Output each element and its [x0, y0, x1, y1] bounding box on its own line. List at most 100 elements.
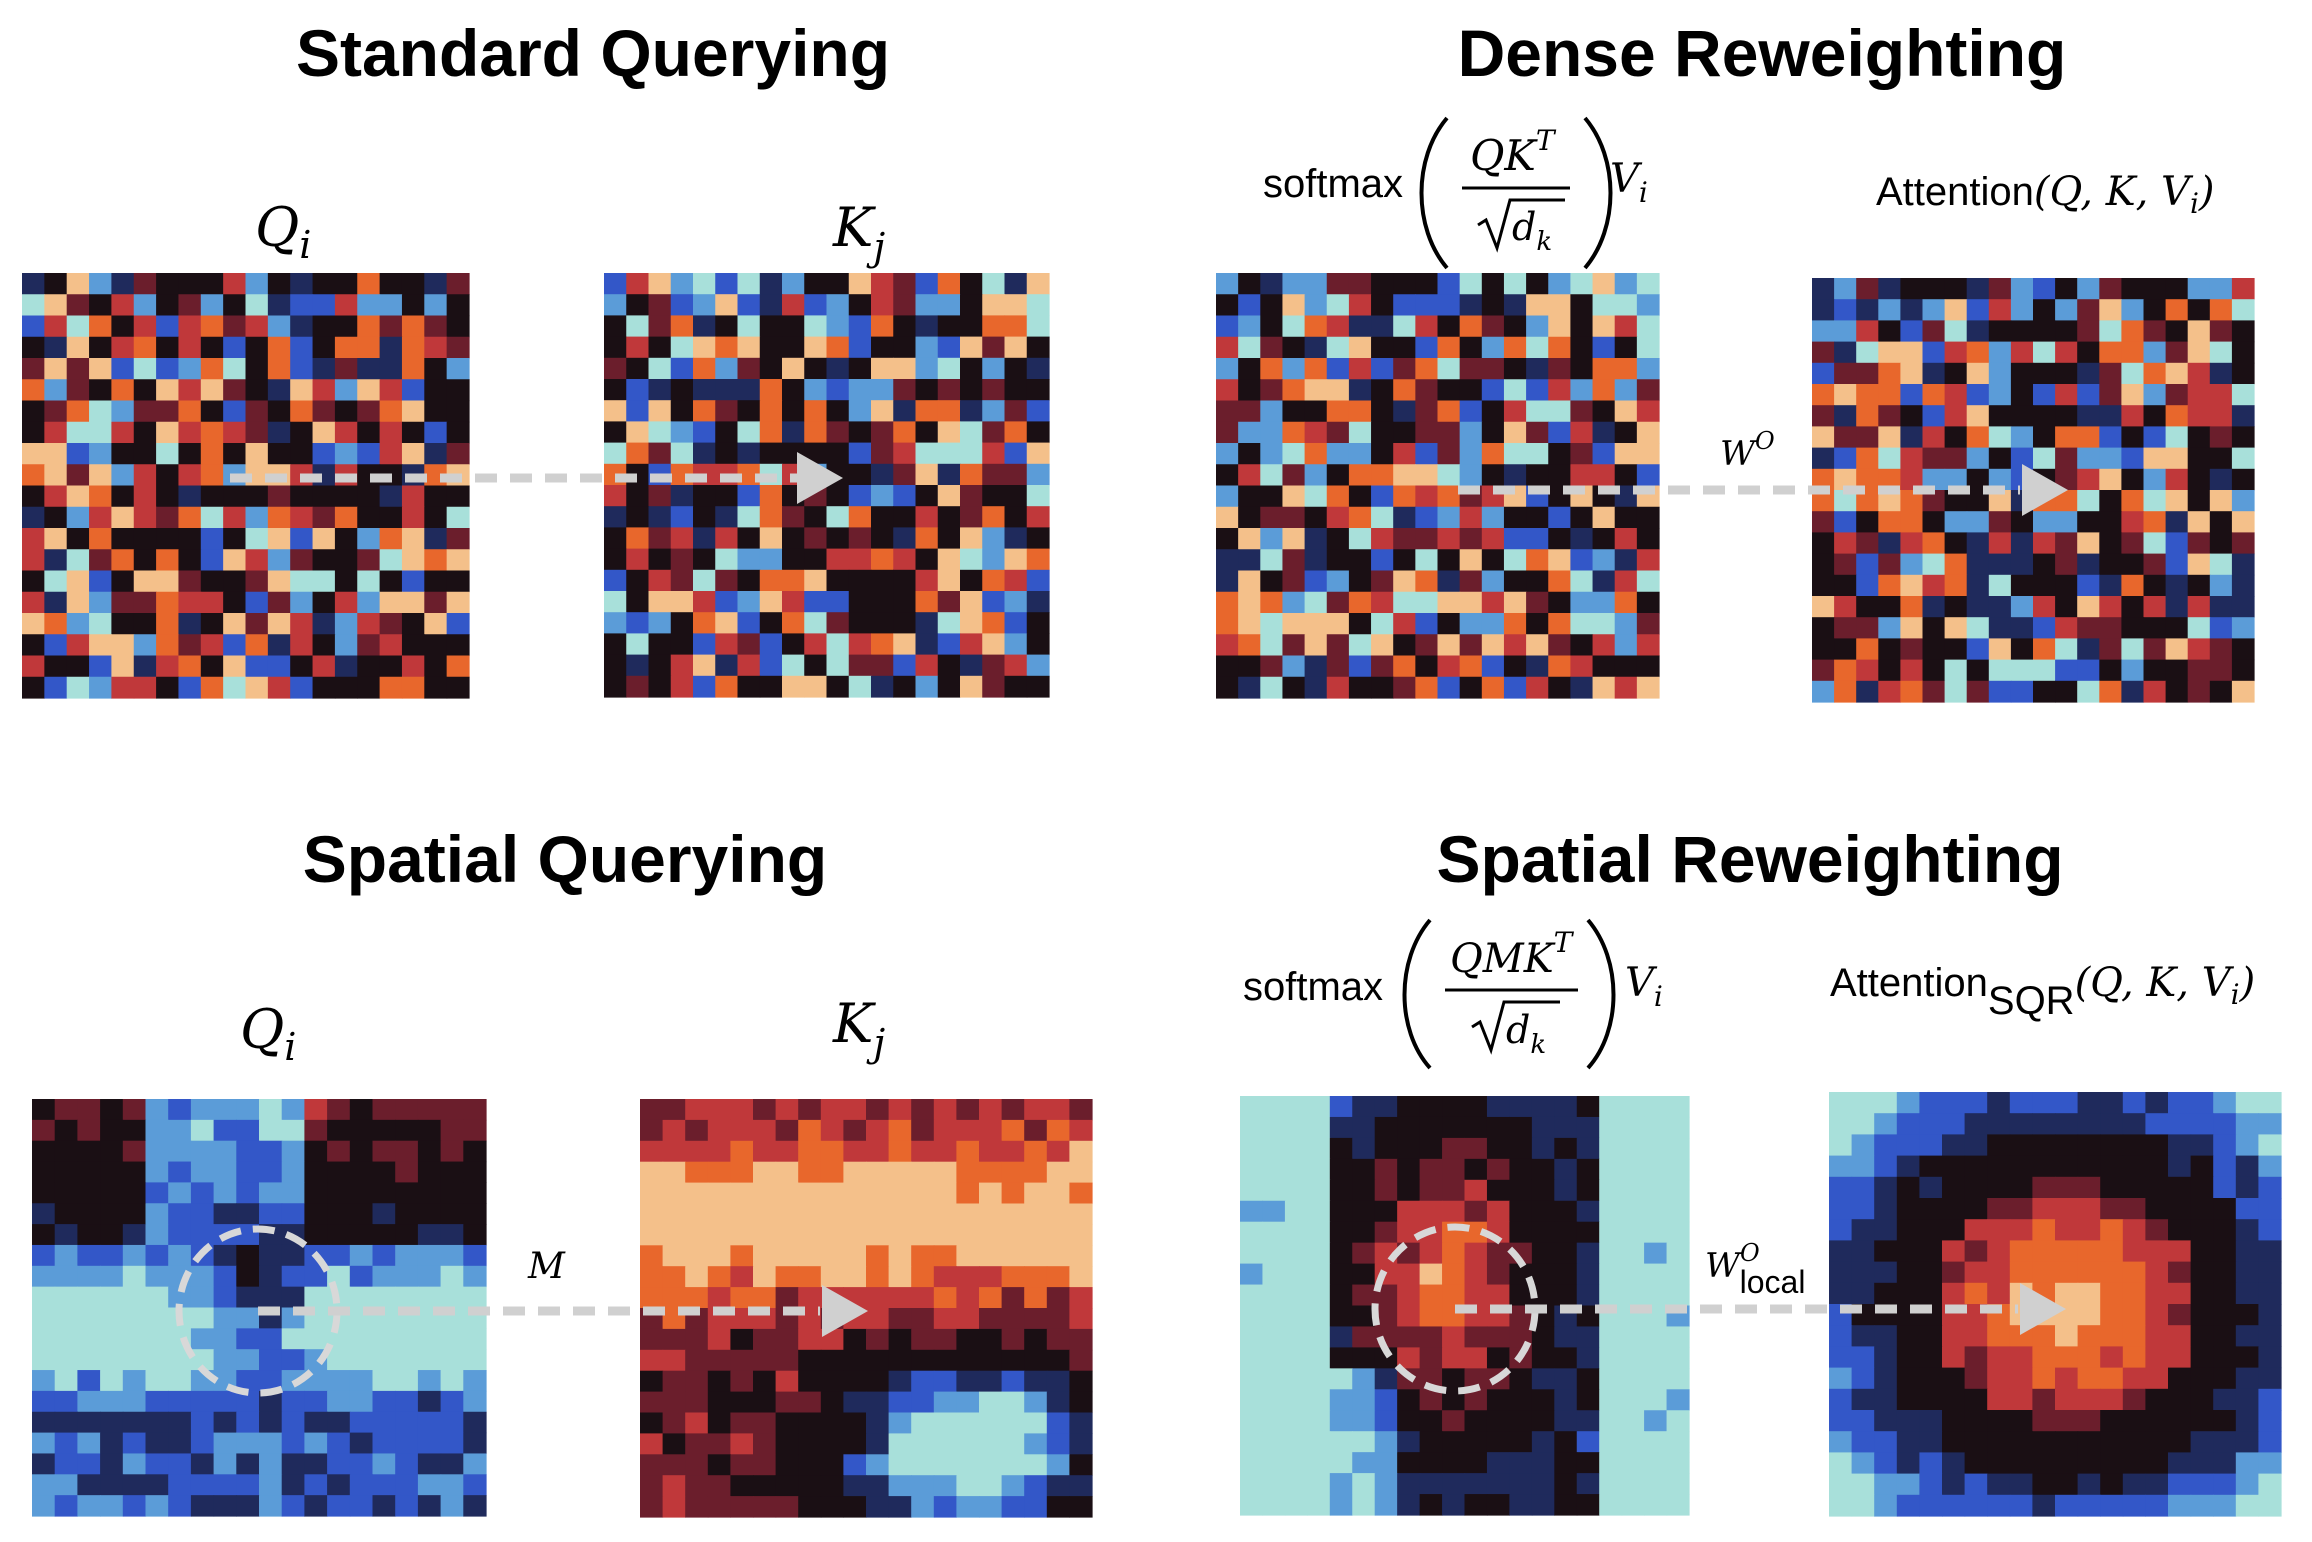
heatmap-cell — [44, 613, 68, 635]
heatmap-cell — [1599, 1116, 1623, 1139]
heatmap-cell — [662, 1496, 686, 1518]
heatmap-cell — [1240, 1368, 1264, 1390]
heatmap-cell — [1307, 1263, 1331, 1286]
heatmap-cell — [1026, 463, 1050, 486]
heatmap-cell — [782, 273, 805, 295]
heatmap-cell — [1464, 1263, 1488, 1286]
heatmap-cell — [1069, 1140, 1093, 1163]
heatmap-cell — [1812, 278, 1835, 300]
heatmap-cell — [1004, 379, 1028, 401]
heatmap-cell — [1284, 1473, 1308, 1495]
heatmap-cell — [379, 591, 403, 614]
heatmap-cell — [1592, 528, 1616, 550]
heatmap-cell — [2121, 341, 2145, 364]
heatmap-cell — [1944, 638, 1968, 661]
heatmap-cell — [888, 1454, 912, 1476]
heatmap-cell — [1829, 1431, 1853, 1453]
dense-arrow-label: WO — [1720, 427, 1775, 474]
heatmap-cell — [401, 294, 425, 317]
heatmap-cell — [281, 1495, 305, 1517]
heatmap-cell — [1856, 659, 1879, 682]
heatmap-cell — [2235, 1346, 2259, 1369]
heatmap-cell — [982, 548, 1006, 571]
heatmap-cell — [2121, 447, 2145, 470]
heatmap-cell — [820, 1182, 844, 1205]
heatmap-cell — [1001, 1140, 1025, 1163]
heatmap-cell — [1046, 1266, 1070, 1288]
heatmap-cell — [804, 421, 828, 444]
heatmap-cell — [1829, 1388, 1853, 1411]
heatmap-cell — [1001, 1308, 1025, 1330]
heatmap-cell — [1548, 273, 1571, 295]
heatmap-cell — [1004, 548, 1028, 571]
heatmap-cell — [327, 1474, 351, 1496]
heatmap-cell — [1987, 1325, 2011, 1347]
heatmap-cell — [1024, 1454, 1048, 1476]
heatmap-cell — [32, 1453, 56, 1475]
heatmap-cell — [2235, 1219, 2259, 1241]
heatmap-cell — [122, 1474, 147, 1496]
heatmap-cell — [1486, 1389, 1510, 1411]
heatmap-cell — [915, 506, 939, 528]
heatmap-cell — [1397, 1200, 1421, 1223]
heatmap-cell — [911, 1140, 935, 1163]
heatmap-cell — [401, 358, 425, 380]
heatmap-cell — [1437, 634, 1461, 657]
standard-query-arrowhead — [797, 452, 843, 504]
heatmap-cell — [1442, 1452, 1466, 1474]
heatmap-cell — [843, 1140, 867, 1163]
heatmap-cell — [1260, 549, 1284, 572]
dense-right-paren — [1583, 116, 1613, 270]
heatmap-cell — [2165, 320, 2189, 343]
heatmap-cell — [1348, 273, 1372, 295]
heatmap-cell — [1599, 1494, 1623, 1516]
heatmap-cell — [2122, 1240, 2146, 1263]
heatmap-cell — [1964, 1219, 1988, 1241]
heatmap-cell — [66, 549, 90, 572]
heatmap-cell — [1878, 659, 1901, 682]
heatmap-cell — [956, 1182, 980, 1205]
heatmap-cell — [915, 612, 939, 634]
heatmap-cell — [168, 1244, 192, 1267]
heatmap-cell — [753, 1161, 777, 1184]
heatmap-cell — [2235, 1261, 2259, 1284]
heatmap-cell — [122, 1161, 147, 1183]
heatmap-cell — [1415, 336, 1439, 359]
heatmap-cell — [1371, 549, 1394, 572]
heatmap-cell — [1393, 336, 1416, 359]
heatmap-cell — [670, 379, 694, 401]
heatmap-cell — [89, 443, 112, 465]
heatmap-cell — [334, 676, 358, 699]
heatmap-cell — [1614, 570, 1638, 593]
heatmap-cell — [2190, 1240, 2214, 1263]
heatmap-cell — [715, 506, 739, 528]
heatmap-cell — [2009, 1240, 2033, 1263]
heatmap-cell — [662, 1099, 686, 1121]
heatmap-cell — [2165, 680, 2189, 703]
heatmap-cell — [2190, 1113, 2214, 1135]
heatmap-cell — [372, 1203, 396, 1225]
heatmap-cell — [640, 1182, 664, 1205]
heatmap-cell — [730, 1370, 754, 1393]
heatmap-cell — [1352, 1452, 1376, 1474]
heatmap-cell — [2032, 1494, 2056, 1517]
heatmap-cell — [267, 379, 291, 402]
heatmap-cell — [1371, 294, 1394, 317]
heatmap-cell — [1900, 320, 1924, 343]
heatmap-cell — [1481, 379, 1505, 402]
heatmap-cell — [213, 1474, 237, 1496]
heatmap-cell — [893, 675, 917, 698]
heatmap-cell — [1644, 1473, 1668, 1495]
heatmap-cell — [1636, 613, 1660, 635]
heatmap-cell — [737, 591, 761, 613]
heatmap-cell — [1024, 1266, 1048, 1288]
heatmap-cell — [1284, 1158, 1308, 1181]
heatmap-cell — [1459, 655, 1483, 678]
heatmap-cell — [1856, 574, 1879, 597]
heatmap-cell — [685, 1475, 709, 1497]
heatmap-cell — [1374, 1116, 1398, 1139]
heatmap-cell — [707, 1119, 731, 1142]
heatmap-cell — [334, 336, 358, 359]
heatmap-cell — [2231, 278, 2255, 300]
heatmap-cell — [956, 1245, 980, 1267]
